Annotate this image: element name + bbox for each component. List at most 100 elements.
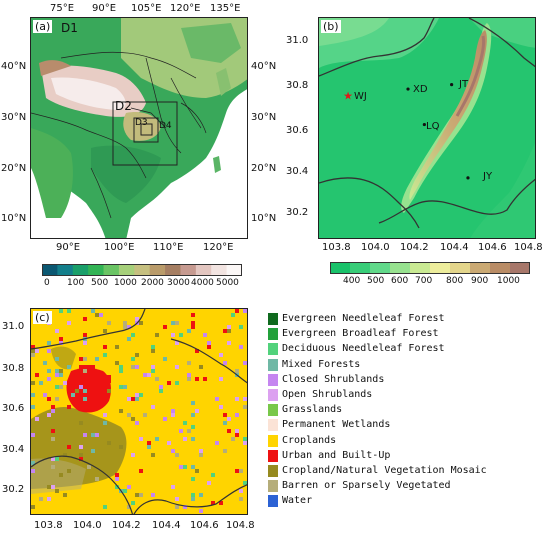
landuse-pixel <box>67 469 71 473</box>
landuse-pixel <box>243 397 247 401</box>
panel-b-colorbar-tick: 400 <box>343 276 361 286</box>
landuse-pixel <box>179 465 183 469</box>
landuse-pixel <box>243 437 247 441</box>
landuse-pixel <box>83 369 87 373</box>
station-label-jt: JT <box>459 79 469 90</box>
landuse-pixel <box>79 385 83 389</box>
landuse-pixel <box>227 429 231 433</box>
landuse-pixel <box>155 377 159 381</box>
landuse-pixel <box>147 441 151 445</box>
landuse-pixel <box>95 433 99 437</box>
legend-swatch <box>268 358 278 371</box>
landuse-pixel <box>123 489 127 493</box>
landuse-pixel <box>227 329 231 333</box>
landuse-pixel <box>171 485 175 489</box>
landuse-pixel <box>127 485 131 489</box>
panel-c-x-tick: 103.8 <box>34 520 63 531</box>
landuse-pixel <box>51 405 55 409</box>
landuse-pixel <box>151 369 155 373</box>
panel-a-right-tick: 40°N <box>251 61 277 72</box>
landuse-pixel <box>95 357 99 361</box>
panel-a-left-tick: 30°N <box>1 112 27 123</box>
landuse-pixel <box>31 345 35 349</box>
domain-d4-label: D4 <box>159 121 172 131</box>
panel-a-bottom-tick: 100°E <box>104 242 135 253</box>
panel-a-right-tick: 30°N <box>251 112 277 123</box>
landuse-pixel <box>151 365 155 369</box>
landuse-pixel <box>195 349 199 353</box>
landuse-pixel <box>51 409 55 413</box>
panel-c-x-tick: 104.0 <box>73 520 102 531</box>
landuse-pixel <box>239 497 243 501</box>
panel-b-y-tick: 30.4 <box>286 166 309 177</box>
panel-b-colorbar-tick: 900 <box>471 276 489 286</box>
panel-c-y-tick: 30.8 <box>2 363 25 374</box>
landuse-pixel <box>139 493 143 497</box>
landuse-pixel <box>47 341 51 345</box>
landuse-pixel <box>47 397 51 401</box>
landuse-pixel <box>31 349 35 353</box>
domain-d2-box <box>112 101 178 166</box>
landuse-pixel <box>223 449 227 453</box>
landuse-pixel <box>43 361 47 365</box>
domain-d3-label: D3 <box>135 118 148 128</box>
landuse-pixel <box>207 345 211 349</box>
landuse-pixel <box>219 377 223 381</box>
landuse-pixel <box>55 385 59 389</box>
landuse-pixel <box>163 357 167 361</box>
landuse-pixel <box>191 493 195 497</box>
landuse-pixel <box>91 433 95 437</box>
panel-c-landuse <box>31 309 247 514</box>
colorbar-swatch <box>134 264 151 276</box>
colorbar-frame <box>42 264 242 276</box>
panel-b-colorbar-tick: 500 <box>367 276 385 286</box>
landuse-pixel <box>119 369 123 373</box>
landuse-pixel <box>127 337 131 341</box>
landuse-pixel <box>159 385 163 389</box>
landuse-pixel <box>191 321 195 325</box>
colorbar-swatch <box>103 264 120 276</box>
landuse-pixel <box>75 389 79 393</box>
legend-label: Evergreen Broadleaf Forest <box>282 328 439 340</box>
landuse-pixel <box>199 509 203 513</box>
landuse-pixel <box>235 397 239 401</box>
landuse-pixel <box>63 453 67 457</box>
panel-b-colorbar-tick: 800 <box>446 276 464 286</box>
landuse-pixel <box>203 333 207 337</box>
landuse-pixel <box>183 505 187 509</box>
landuse-pixel <box>195 469 199 473</box>
panel-a-top-tick: 90°E <box>92 3 117 14</box>
colorbar-swatch <box>510 262 530 274</box>
landuse-pixel <box>171 333 175 337</box>
panel-b-x-tick: 103.8 <box>322 242 351 253</box>
panel-b-colorbar-tick: 700 <box>415 276 433 286</box>
landuse-pixel <box>87 465 91 469</box>
landuse-pixel <box>31 505 35 509</box>
landuse-pixel <box>83 433 87 437</box>
colorbar-swatch <box>42 264 58 276</box>
landuse-pixel <box>31 393 35 397</box>
landuse-pixel <box>131 397 135 401</box>
station-label-lq: LQ <box>426 121 440 132</box>
landuse-pixel <box>87 377 91 381</box>
landuse-pixel <box>39 497 43 501</box>
landuse-pixel <box>139 321 143 325</box>
landuse-pixel <box>243 441 247 445</box>
panel-b-colorbar-tick: 1000 <box>497 276 520 286</box>
colorbar-swatch <box>330 262 351 274</box>
panel-a-left-tick: 10°N <box>1 213 27 224</box>
panel-c-y-tick: 30.2 <box>2 484 25 495</box>
landuse-pixel <box>243 481 247 485</box>
landuse-pixel <box>127 325 131 329</box>
panel-a-label: (a) <box>33 20 53 34</box>
landuse-pixel <box>67 405 71 409</box>
panel-a-left-tick: 40°N <box>1 61 27 72</box>
legend-label: Barren or Sparsely Vegetated <box>282 480 451 492</box>
landuse-pixel <box>43 393 47 397</box>
landuse-pixel <box>191 437 195 441</box>
landuse-pixel <box>103 329 107 333</box>
landuse-pixel <box>115 361 119 365</box>
colorbar-swatch <box>211 264 228 276</box>
landuse-pixel <box>31 353 35 357</box>
legend-label: Open Shrublands <box>282 389 373 400</box>
